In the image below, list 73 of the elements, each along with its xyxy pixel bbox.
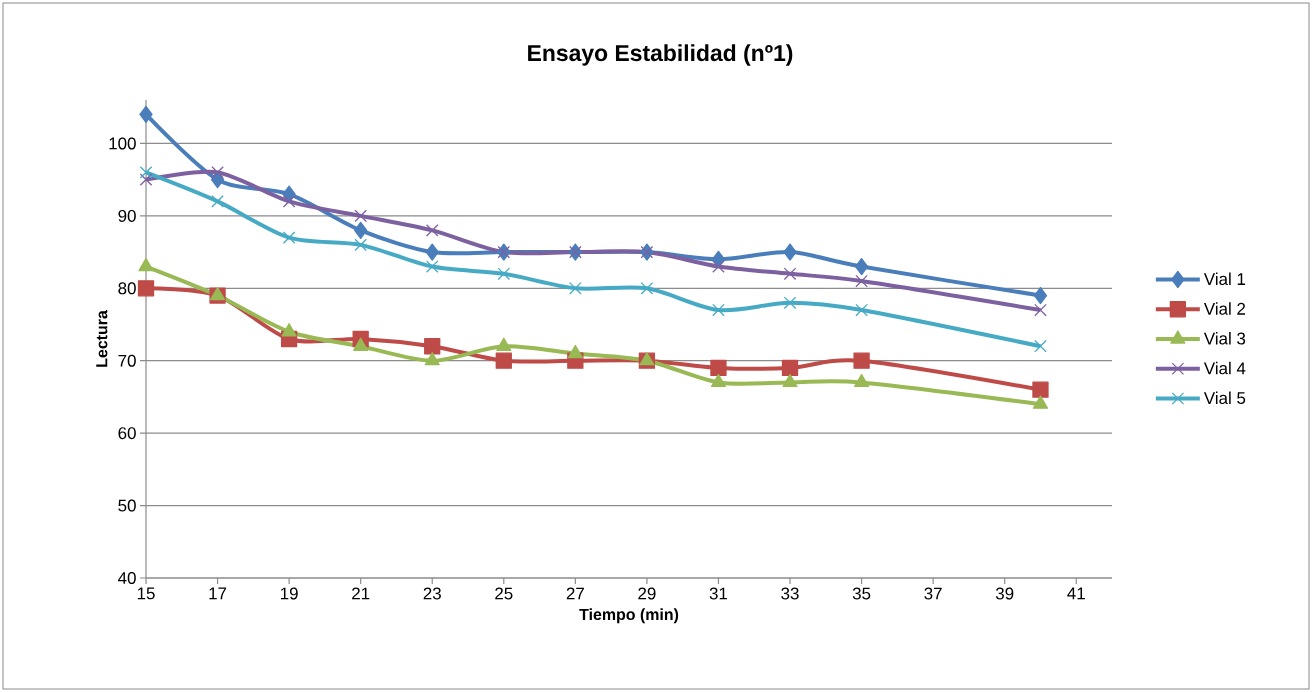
x-tick-label: 41 — [1067, 587, 1085, 600]
point — [1034, 339, 1047, 353]
point — [139, 173, 153, 186]
y-axis-title: Lectura — [96, 310, 108, 367]
x-tick-label: 31 — [709, 587, 728, 600]
y-tick-label: 60 — [118, 427, 136, 440]
x-tick-label: 27 — [566, 587, 584, 600]
point — [282, 195, 296, 208]
point — [712, 260, 725, 273]
legend-label: Vial 4 — [1203, 361, 1246, 375]
point — [855, 303, 868, 317]
point — [139, 105, 153, 124]
point — [567, 344, 583, 359]
chart-title: Ensayo Estabilidad (nº1) — [528, 44, 793, 66]
x-tick-label: 39 — [995, 587, 1014, 600]
legend-label: Vial 2 — [1203, 302, 1246, 315]
y-tick-label: 90 — [118, 209, 136, 222]
point — [853, 352, 870, 369]
point — [569, 281, 582, 295]
legend-label: Vial 5 — [1203, 391, 1246, 405]
point — [282, 231, 296, 244]
point — [496, 337, 512, 351]
y-tick-label: 50 — [118, 499, 136, 512]
point — [783, 296, 797, 310]
point — [782, 373, 798, 388]
point — [854, 257, 869, 276]
point — [354, 209, 367, 223]
point — [783, 267, 797, 281]
point — [781, 359, 799, 377]
point — [424, 338, 441, 355]
x-axis-title: Tiempo (min) — [579, 608, 679, 624]
legend-label: Vial 1 — [1203, 272, 1246, 286]
point — [211, 195, 224, 208]
point — [425, 260, 439, 273]
point — [497, 267, 511, 281]
point — [138, 257, 154, 272]
x-tick-label: 15 — [137, 587, 155, 600]
x-tick-label: 35 — [852, 587, 871, 600]
point — [495, 352, 512, 369]
point — [354, 238, 367, 252]
point — [211, 166, 224, 179]
point — [139, 166, 153, 179]
point — [710, 359, 727, 377]
x-tick-label: 23 — [423, 587, 441, 600]
x-tick-label: 33 — [781, 587, 799, 600]
point — [137, 280, 155, 297]
point — [640, 281, 654, 295]
y-tick-label: 70 — [118, 354, 136, 367]
point — [424, 352, 440, 366]
point — [710, 373, 727, 388]
x-tick-label: 29 — [638, 587, 656, 600]
point — [854, 373, 870, 388]
legend-label: Vial 3 — [1203, 332, 1246, 345]
point — [712, 303, 725, 317]
point — [1033, 286, 1048, 305]
y-tick-label: 40 — [118, 572, 136, 584]
y-tick-label: 100 — [109, 137, 136, 150]
point — [425, 243, 439, 261]
x-tick-label: 21 — [352, 587, 370, 600]
point — [281, 323, 297, 337]
point — [855, 274, 868, 288]
x-tick-label: 17 — [209, 587, 227, 600]
x-tick-label: 19 — [281, 587, 298, 600]
point — [1034, 303, 1047, 317]
point — [353, 337, 369, 351]
point — [425, 224, 439, 237]
point — [1032, 395, 1049, 409]
point — [354, 221, 368, 240]
y-tick-label: 80 — [118, 282, 136, 295]
point — [1032, 381, 1049, 398]
point — [783, 243, 797, 261]
x-tick-label: 25 — [495, 587, 513, 600]
x-tick-label: 37 — [924, 587, 942, 600]
